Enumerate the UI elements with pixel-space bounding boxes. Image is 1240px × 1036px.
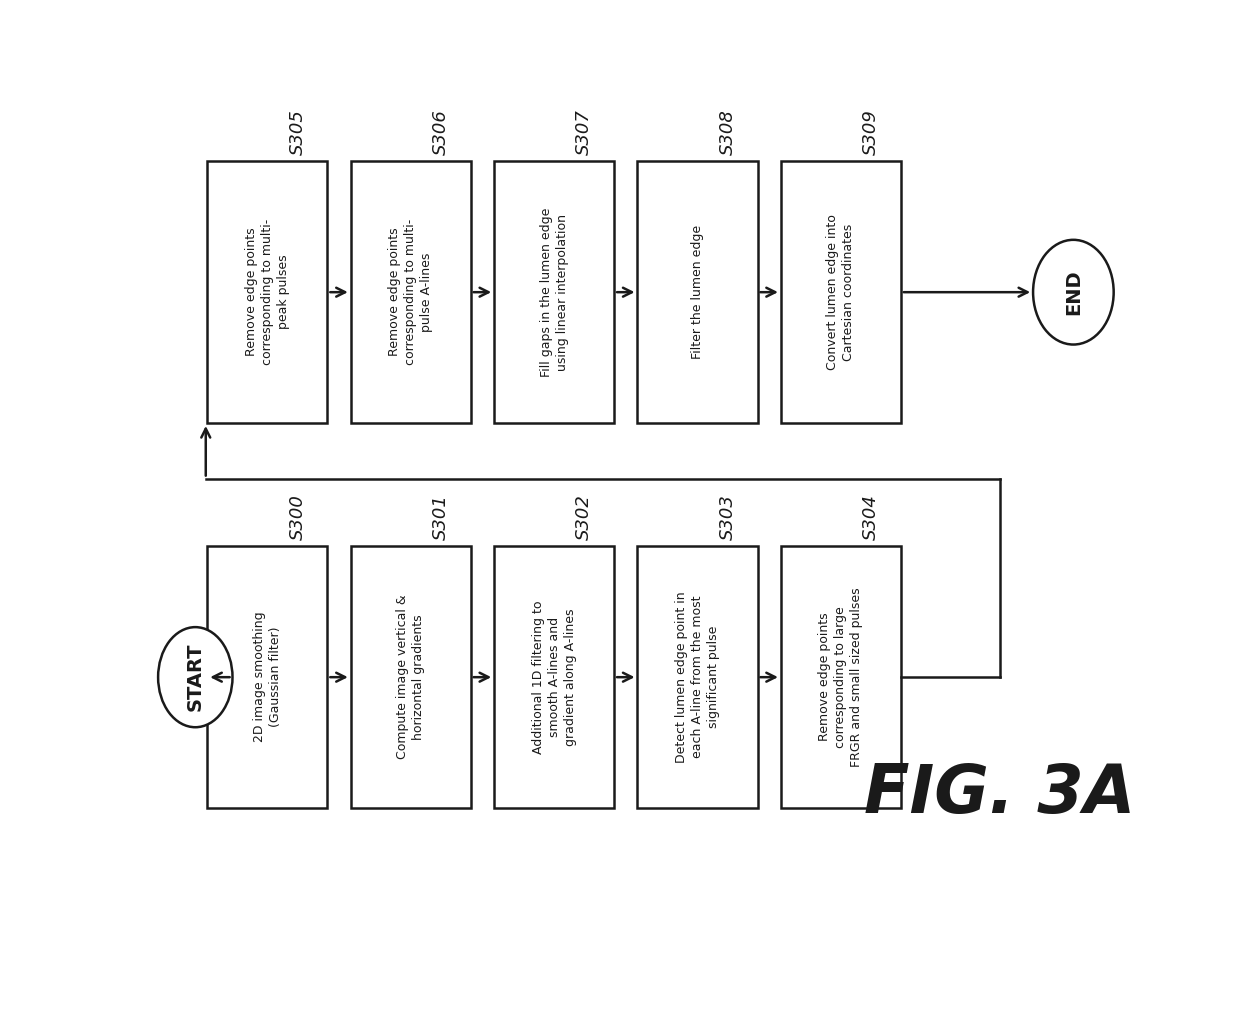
Bar	[494, 162, 614, 423]
Bar	[637, 162, 758, 423]
Text: Remove edge points
corresponding to large
FRGR and small sized pulses: Remove edge points corresponding to larg…	[818, 587, 863, 767]
Text: S308: S308	[718, 109, 737, 155]
Text: S302: S302	[575, 494, 593, 540]
Bar	[351, 546, 471, 808]
Text: Remove edge points
corresponding to multi-
peak pulses: Remove edge points corresponding to mult…	[244, 219, 290, 366]
Text: Fill gaps in the lumen edge
using linear interpolation: Fill gaps in the lumen edge using linear…	[539, 207, 569, 377]
Bar	[207, 162, 327, 423]
Bar	[494, 546, 614, 808]
Text: S305: S305	[289, 109, 306, 155]
Bar	[637, 546, 758, 808]
Text: Convert lumen edge into
Cartesian coordinates: Convert lumen edge into Cartesian coordi…	[826, 214, 856, 370]
Bar	[351, 162, 471, 423]
Bar	[781, 162, 901, 423]
Text: Compute image vertical &
horizontal gradients: Compute image vertical & horizontal grad…	[397, 595, 425, 759]
Text: S307: S307	[575, 109, 593, 155]
Text: S306: S306	[432, 109, 450, 155]
Text: S304: S304	[862, 494, 880, 540]
Bar	[207, 546, 327, 808]
Text: S300: S300	[289, 494, 306, 540]
Text: Detect lumen edge point in
each A-line from the most
significant pulse: Detect lumen edge point in each A-line f…	[675, 592, 720, 762]
Text: S301: S301	[432, 494, 450, 540]
Text: Filter the lumen edge: Filter the lumen edge	[691, 225, 704, 359]
Ellipse shape	[159, 627, 233, 727]
Text: Remove edge points
corresponding to multi-
pulse A-lines: Remove edge points corresponding to mult…	[388, 219, 433, 366]
Bar	[781, 546, 901, 808]
Text: 2D image smoothing
(Gaussian filter): 2D image smoothing (Gaussian filter)	[253, 612, 281, 743]
Text: START: START	[186, 643, 205, 712]
Text: S309: S309	[862, 109, 880, 155]
Text: END: END	[1064, 269, 1083, 315]
Text: FIG. 3A: FIG. 3A	[864, 761, 1136, 827]
Text: S303: S303	[718, 494, 737, 540]
Ellipse shape	[1033, 239, 1114, 345]
Text: Additional 1D filtering to
smooth A-lines and
gradient along A-lines: Additional 1D filtering to smooth A-line…	[532, 601, 577, 754]
